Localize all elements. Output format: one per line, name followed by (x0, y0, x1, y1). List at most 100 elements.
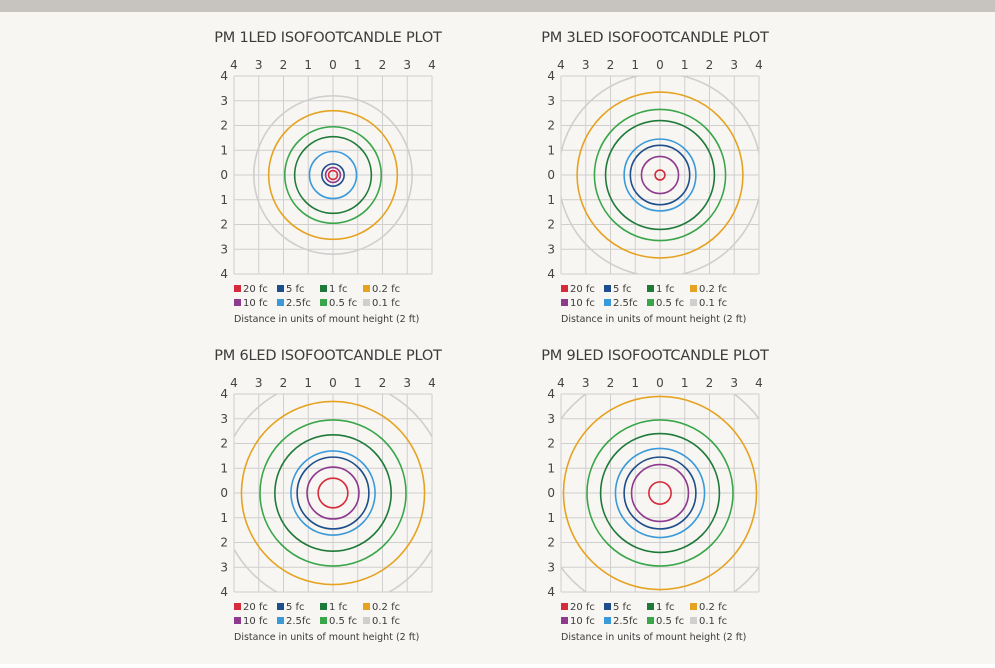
legend-swatch (604, 285, 611, 292)
legend-item: 20 fc (561, 284, 595, 295)
y-tick-label: 4 (220, 585, 228, 599)
contour-10fc (306, 466, 360, 520)
legend-item: 2.5fc (277, 616, 311, 627)
legend-label: 0.2 fc (699, 284, 728, 295)
legend-swatch (363, 617, 370, 624)
x-tick-label: 3 (255, 58, 263, 72)
legend-swatch (234, 299, 241, 306)
x-tick-label: 3 (403, 376, 411, 390)
x-tick-label: 2 (607, 58, 615, 72)
legend-swatch (320, 299, 327, 306)
top-rule (0, 0, 995, 12)
y-tick-label: 1 (220, 511, 228, 525)
legend-label: 10 fc (243, 298, 268, 309)
legend-label: 0.2 fc (372, 602, 401, 613)
x-tick-label: 3 (403, 58, 411, 72)
x-tick-label: 3 (730, 58, 738, 72)
legend-label: 0.1 fc (372, 616, 401, 627)
y-tick-label: 3 (547, 412, 555, 426)
x-tick-label: 2 (280, 376, 288, 390)
x-tick-label: 0 (656, 58, 664, 72)
y-tick-label: 3 (220, 412, 228, 426)
x-tick-label: 4 (230, 58, 238, 72)
y-tick-label: 0 (547, 486, 555, 500)
contour-rings (234, 394, 432, 592)
y-tick-label: 1 (547, 143, 555, 157)
legend-label: 0.1 fc (372, 298, 401, 309)
legend-item: 2.5fc (277, 298, 311, 309)
legend-label: 0.5 fc (329, 616, 358, 627)
y-tick-label: 4 (220, 267, 228, 281)
contour-5fc (296, 456, 370, 530)
contour-2-5fc (623, 138, 697, 212)
legend-swatch (277, 285, 284, 292)
legend-item: 0.1 fc (690, 616, 727, 627)
contour-0-2fc (240, 400, 426, 586)
legend-item: 0.5 fc (647, 298, 684, 309)
legend-swatch (277, 617, 284, 624)
y-tick-label: 2 (547, 536, 555, 550)
legend-label: 0.2 fc (699, 602, 728, 613)
legend-item: 5 fc (604, 602, 632, 613)
legend-label: 20 fc (570, 284, 595, 295)
legend-swatch (363, 603, 370, 610)
y-tick-label: 3 (547, 94, 555, 108)
y-tick-label: 1 (220, 461, 228, 475)
legend-item: 0.5 fc (647, 616, 684, 627)
chart-title: PM 6LED ISOFOOTCANDLE PLOT (214, 348, 442, 364)
y-tick-label: 4 (547, 267, 555, 281)
legend-item: 10 fc (561, 298, 595, 309)
x-tick-label: 4 (557, 376, 565, 390)
legend-item: 5 fc (604, 284, 632, 295)
legend-swatch (647, 603, 654, 610)
legend-swatch (690, 299, 697, 306)
legend-label: 1 fc (329, 284, 348, 295)
legend-swatch (320, 603, 327, 610)
contour-2-5fc (614, 447, 706, 539)
y-tick-label: 4 (220, 387, 228, 401)
y-tick-label: 1 (220, 193, 228, 207)
y-tick-label: 4 (547, 585, 555, 599)
legend-swatch (647, 285, 654, 292)
contour-1fc (604, 119, 716, 231)
x-tick-label: 1 (304, 58, 312, 72)
contour-0-1fc (253, 95, 413, 255)
legend-label: 10 fc (243, 616, 268, 627)
contour-10fc (640, 155, 680, 195)
x-tick-label: 1 (631, 376, 639, 390)
y-tick-label: 2 (547, 218, 555, 232)
legend-label: 2.5fc (286, 616, 311, 627)
y-tick-label: 1 (547, 511, 555, 525)
plot-grid (233, 393, 433, 593)
contour-0-5fc (586, 419, 734, 567)
y-tick-label: 4 (547, 69, 555, 83)
legend-item: 0.5 fc (320, 616, 357, 627)
legend-swatch (690, 617, 697, 624)
y-tick-label: 3 (547, 560, 555, 574)
legend-swatch (690, 603, 697, 610)
contour-20fc (317, 477, 349, 509)
legend-swatch (690, 285, 697, 292)
legend-label: 0.1 fc (699, 616, 728, 627)
legend-item: 10 fc (234, 616, 268, 627)
legend-label: 0.2 fc (372, 284, 401, 295)
x-tick-label: 2 (706, 376, 714, 390)
y-tick-label: 3 (547, 242, 555, 256)
legend-item: 1 fc (320, 602, 348, 613)
legend-swatch (234, 285, 241, 292)
x-tick-label: 4 (755, 58, 763, 72)
legend-swatch (647, 299, 654, 306)
legend-label: 5 fc (286, 602, 305, 613)
contour-5fc (321, 163, 345, 187)
legend-item: 5 fc (277, 284, 305, 295)
legend-item: 1 fc (647, 284, 675, 295)
y-tick-label: 1 (547, 461, 555, 475)
legend-label: 20 fc (243, 602, 268, 613)
legend-label: 0.5 fc (656, 616, 685, 627)
legend-label: 20 fc (570, 602, 595, 613)
x-tick-label: 3 (582, 58, 590, 72)
